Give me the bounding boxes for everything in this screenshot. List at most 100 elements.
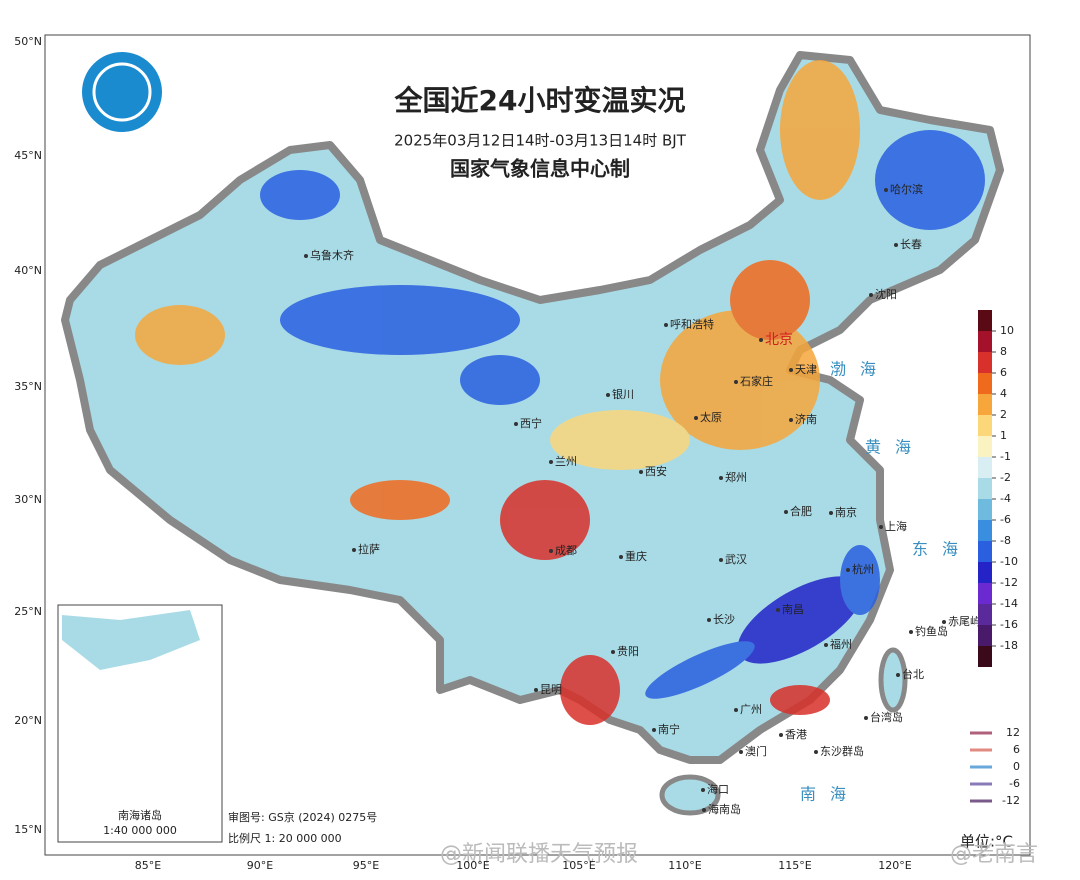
colorbar-label: 6 xyxy=(1000,366,1007,379)
city-label: 成都 xyxy=(555,544,577,557)
taiwan xyxy=(878,647,908,713)
subtitle: 2025年03月12日14时-03月13日14时 BJT xyxy=(394,132,687,150)
contour-label: 6 xyxy=(1013,743,1020,756)
colorbar-cell xyxy=(978,394,992,415)
latitude-label: 35°N xyxy=(14,380,42,393)
city-dot xyxy=(352,548,356,552)
city-dot xyxy=(701,788,705,792)
city-dot xyxy=(884,188,888,192)
colorbar-cell xyxy=(978,583,992,604)
sea-label: 东海 xyxy=(912,540,972,559)
latitude-label: 15°N xyxy=(14,823,42,836)
city-dot xyxy=(776,608,780,612)
colorbar-cell xyxy=(978,520,992,541)
city-label: 南宁 xyxy=(658,722,680,736)
city-label: 香港 xyxy=(785,728,807,741)
city-label: 上海 xyxy=(885,519,907,533)
sea-label: 渤海 xyxy=(830,360,890,379)
latitude-label: 40°N xyxy=(14,264,42,277)
colorbar-label: 8 xyxy=(1000,345,1007,358)
city-dot xyxy=(942,620,946,624)
city-label: 杭州 xyxy=(852,562,874,576)
city-dot xyxy=(789,368,793,372)
city-label: 广州 xyxy=(740,703,762,716)
city-dot xyxy=(702,808,706,812)
longitude-label: 85°E xyxy=(135,859,161,872)
city-label: 海南岛 xyxy=(708,802,741,816)
city-dot xyxy=(784,510,788,514)
inset-title: 南海诸岛 xyxy=(118,808,162,822)
city-dot xyxy=(707,618,711,622)
city-dot xyxy=(759,338,763,342)
city-dot xyxy=(896,673,900,677)
city-label: 台北 xyxy=(902,667,924,681)
city-dot xyxy=(719,558,723,562)
city-label: 天津 xyxy=(795,363,817,376)
watermark: @老南言 xyxy=(950,842,1038,867)
longitude-label: 105°E xyxy=(562,859,595,872)
colorbar-cell xyxy=(978,604,992,625)
city-dot xyxy=(739,750,743,754)
city-dot xyxy=(869,293,873,297)
city-label: 长春 xyxy=(900,238,922,251)
city-dot xyxy=(846,568,850,572)
city-label: 贵阳 xyxy=(617,645,639,658)
city-label: 沈阳 xyxy=(875,287,897,301)
latitude-label: 25°N xyxy=(14,605,42,618)
city-dot xyxy=(779,733,783,737)
colorbar-label: -4 xyxy=(1000,492,1011,505)
contour-label: 0 xyxy=(1013,760,1020,773)
city-label: 台湾岛 xyxy=(870,710,903,724)
colorbar-cell xyxy=(978,562,992,583)
colorbar-cell xyxy=(978,478,992,499)
colorbar-cell xyxy=(978,436,992,457)
city-label: 重庆 xyxy=(625,549,647,563)
contour-label: -12 xyxy=(1002,794,1020,807)
city-label: 昆明 xyxy=(540,683,562,696)
longitude-label: 90°E xyxy=(247,859,273,872)
city-label: 西宁 xyxy=(520,416,542,430)
city-dot xyxy=(549,549,553,553)
latitude-label: 20°N xyxy=(14,714,42,727)
latitude-label: 50°N xyxy=(14,35,42,48)
longitude-label: 110°E xyxy=(668,859,701,872)
watermark: @新闻联播天气预报 xyxy=(440,842,638,867)
colorbar-label: -6 xyxy=(1000,513,1011,526)
city-label: 武汉 xyxy=(725,553,747,566)
contour-label: 12 xyxy=(1006,726,1020,739)
city-label: 澳门 xyxy=(745,744,767,758)
city-label: 呼和浩特 xyxy=(670,317,714,331)
latitude-label: 30°N xyxy=(14,493,42,506)
sea-label: 黄海 xyxy=(865,438,925,457)
colorbar-cell xyxy=(978,499,992,520)
colorbar-cell xyxy=(978,373,992,394)
colorbar-cell xyxy=(978,457,992,478)
city-dot xyxy=(734,380,738,384)
producer: 国家气象信息中心制 xyxy=(450,157,630,181)
city-label: 拉萨 xyxy=(358,542,380,556)
city-dot xyxy=(304,254,308,258)
contour-label: -6 xyxy=(1009,777,1020,790)
city-label: 哈尔滨 xyxy=(890,182,923,196)
colorbar-label: -16 xyxy=(1000,618,1018,631)
colorbar-label: 2 xyxy=(1000,408,1007,421)
city-label: 济南 xyxy=(795,412,817,426)
city-label: 石家庄 xyxy=(740,374,773,388)
logo xyxy=(82,52,162,132)
city-dot xyxy=(719,476,723,480)
city-dot xyxy=(619,555,623,559)
city-label: 福州 xyxy=(830,637,852,651)
city-dot xyxy=(694,416,698,420)
colorbar-cell xyxy=(978,352,992,373)
city-label: 兰州 xyxy=(555,455,577,468)
city-label: 太原 xyxy=(700,411,722,424)
colorbar-label: -14 xyxy=(1000,597,1018,610)
hainan xyxy=(659,774,721,816)
city-label: 郑州 xyxy=(725,470,747,484)
city-label: 银川 xyxy=(612,387,634,401)
map-scale: 比例尺 1: 20 000 000 xyxy=(228,831,342,845)
temperature-field xyxy=(135,60,985,725)
colorbar-label: -18 xyxy=(1000,639,1018,652)
